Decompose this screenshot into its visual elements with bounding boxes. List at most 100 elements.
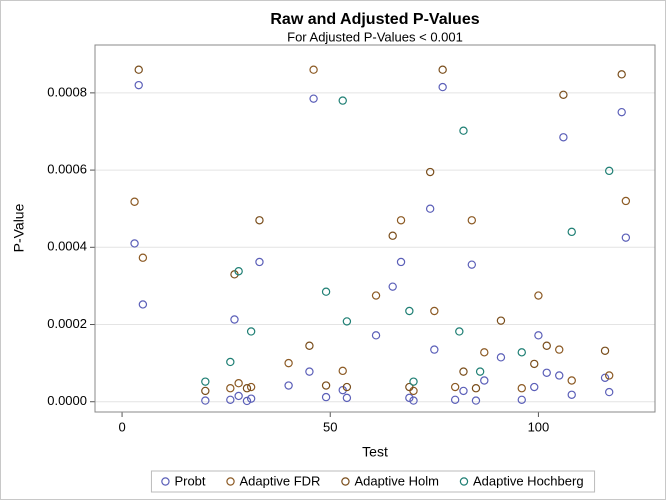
point	[284, 358, 293, 368]
point	[450, 382, 460, 392]
point	[475, 367, 485, 376]
point	[621, 233, 631, 242]
point	[459, 386, 468, 396]
point	[430, 345, 439, 354]
point	[342, 317, 352, 326]
point	[517, 384, 526, 393]
point	[321, 381, 331, 390]
y-axis-label: P-Value	[11, 203, 27, 252]
point	[201, 386, 210, 396]
point	[371, 331, 381, 340]
legend-marker	[226, 477, 235, 486]
point	[134, 65, 143, 74]
point	[534, 291, 543, 300]
point	[605, 166, 614, 176]
point	[617, 70, 626, 79]
point	[480, 348, 489, 357]
point	[130, 197, 139, 206]
point	[134, 80, 143, 90]
point	[438, 65, 447, 74]
point	[517, 348, 526, 357]
point	[284, 381, 293, 390]
point	[226, 384, 235, 393]
point	[246, 394, 256, 403]
point	[246, 382, 256, 392]
point	[405, 382, 414, 392]
point	[567, 227, 576, 237]
legend-label: Adaptive Hochberg	[473, 473, 584, 488]
point	[467, 216, 477, 225]
point	[480, 376, 489, 385]
point	[605, 387, 614, 397]
point	[617, 107, 626, 117]
x-tick-label: 0	[118, 419, 125, 434]
y-tick-label: 0.0000	[47, 393, 87, 408]
point	[234, 267, 243, 276]
point	[201, 396, 210, 405]
point	[559, 90, 568, 100]
point	[201, 377, 210, 386]
point	[138, 253, 148, 262]
point	[459, 367, 468, 376]
point	[425, 167, 435, 177]
point	[396, 216, 406, 225]
y-tick-label: 0.0008	[47, 84, 87, 99]
y-tick-label: 0.0006	[47, 162, 87, 177]
point	[530, 382, 539, 392]
point	[321, 287, 331, 296]
point	[425, 204, 435, 213]
legend-marker	[341, 477, 350, 486]
point	[234, 391, 243, 401]
point	[309, 94, 318, 103]
point	[371, 291, 381, 300]
point	[242, 396, 252, 406]
point	[305, 341, 314, 350]
point	[234, 378, 243, 388]
point	[438, 82, 447, 92]
point	[226, 357, 235, 367]
point	[530, 359, 539, 369]
legend-label: Probt	[174, 473, 205, 488]
point	[405, 306, 414, 316]
legend-marker	[161, 477, 170, 486]
point	[534, 331, 543, 340]
point	[517, 395, 526, 405]
point	[555, 371, 564, 380]
point	[396, 257, 406, 267]
y-tick-label: 0.0004	[47, 239, 87, 254]
y-tick-label: 0.0002	[47, 316, 87, 331]
plot-area	[94, 44, 656, 413]
point	[471, 384, 481, 393]
point	[467, 260, 477, 269]
point	[130, 239, 139, 248]
point	[496, 316, 506, 325]
point	[600, 346, 610, 355]
point	[255, 216, 264, 225]
legend-marker	[459, 477, 469, 486]
point	[388, 231, 397, 240]
point	[242, 384, 252, 393]
point	[338, 366, 347, 376]
point	[600, 373, 610, 382]
point	[338, 96, 347, 105]
point	[559, 133, 568, 142]
point	[430, 306, 439, 316]
point	[409, 396, 418, 405]
point	[255, 257, 264, 267]
point	[542, 341, 551, 350]
x-axis-label: Test	[362, 444, 388, 460]
point	[450, 395, 460, 405]
point	[471, 396, 481, 405]
x-tick-label: 100	[528, 419, 550, 434]
point	[246, 327, 256, 336]
point	[388, 282, 397, 291]
x-tick-label: 50	[323, 419, 337, 434]
chart-subtitle: For Adjusted P-Values < 0.001	[287, 29, 463, 44]
point	[496, 353, 506, 362]
point	[567, 390, 576, 399]
point	[409, 377, 418, 386]
point	[459, 126, 468, 135]
chart-title: Raw and Adjusted P-Values	[270, 11, 479, 28]
point	[621, 196, 631, 206]
